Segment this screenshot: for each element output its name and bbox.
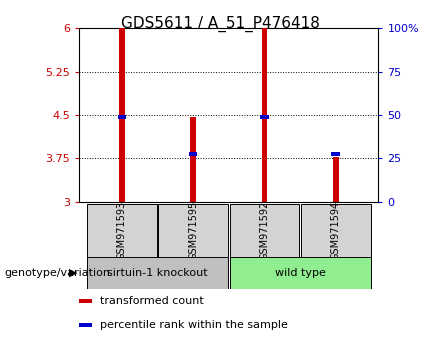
Bar: [79, 323, 92, 327]
Text: sirtuin-1 knockout: sirtuin-1 knockout: [107, 268, 208, 278]
Bar: [87, 204, 157, 257]
Bar: [230, 257, 370, 289]
Bar: [230, 204, 299, 257]
Bar: [79, 299, 92, 303]
Bar: [119, 28, 125, 202]
Text: wild type: wild type: [275, 268, 326, 278]
Text: GSM971594: GSM971594: [330, 200, 341, 260]
Bar: [331, 153, 340, 156]
Text: percentile rank within the sample: percentile rank within the sample: [100, 320, 288, 330]
Bar: [301, 204, 370, 257]
Bar: [261, 28, 267, 202]
Bar: [191, 117, 196, 202]
Text: GSM971593: GSM971593: [117, 200, 127, 260]
Bar: [117, 115, 126, 119]
Text: GSM971595: GSM971595: [188, 200, 198, 260]
Bar: [158, 204, 228, 257]
Text: transformed count: transformed count: [100, 296, 204, 306]
Text: genotype/variation: genotype/variation: [4, 268, 110, 278]
Text: ▶: ▶: [69, 268, 77, 278]
Bar: [260, 115, 269, 119]
Bar: [189, 152, 198, 156]
Bar: [87, 257, 228, 289]
Bar: [333, 157, 338, 202]
Text: GDS5611 / A_51_P476418: GDS5611 / A_51_P476418: [121, 16, 319, 32]
Text: GSM971592: GSM971592: [260, 200, 269, 260]
